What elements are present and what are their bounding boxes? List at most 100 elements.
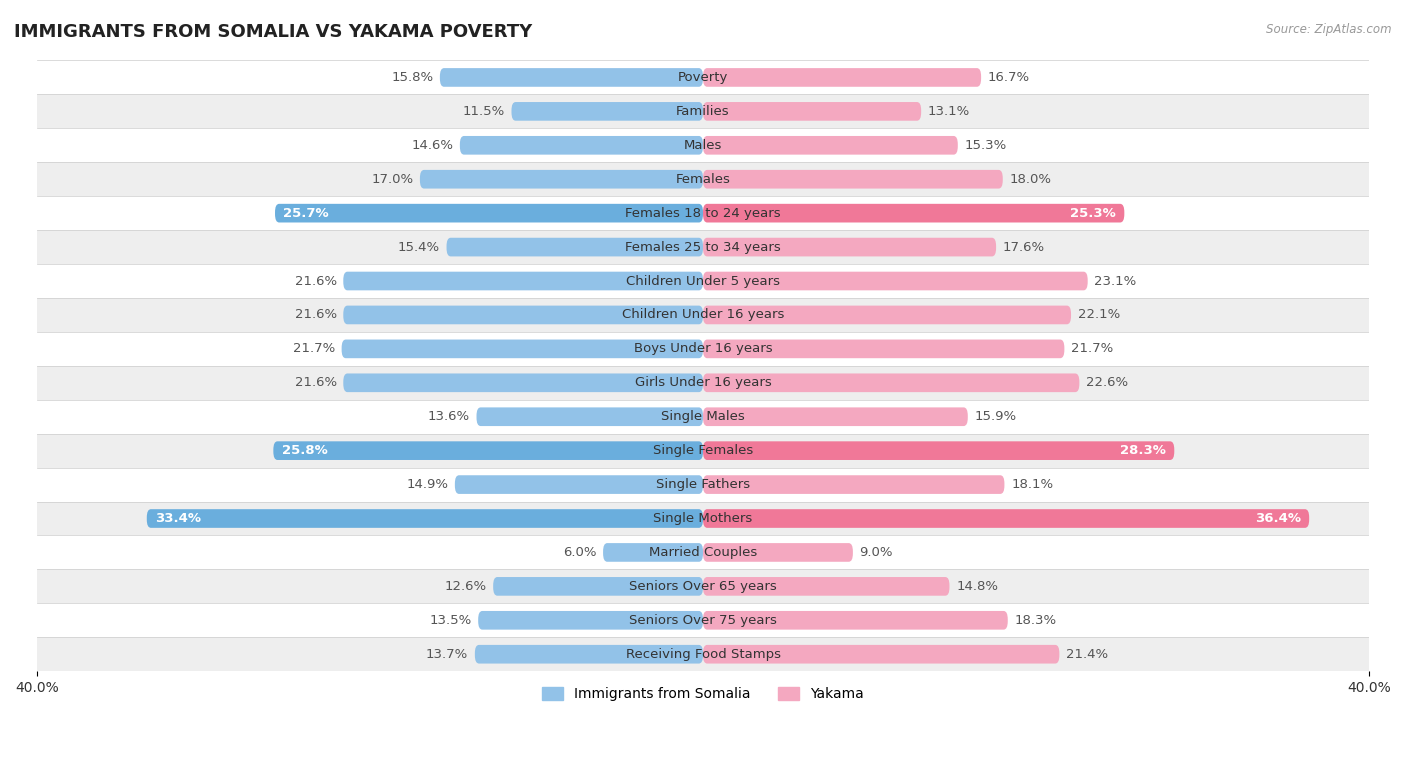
Text: Boys Under 16 years: Boys Under 16 years bbox=[634, 343, 772, 356]
Text: Children Under 16 years: Children Under 16 years bbox=[621, 309, 785, 321]
FancyBboxPatch shape bbox=[703, 441, 1174, 460]
Text: 14.8%: 14.8% bbox=[956, 580, 998, 593]
Text: Seniors Over 65 years: Seniors Over 65 years bbox=[628, 580, 778, 593]
Text: 23.1%: 23.1% bbox=[1094, 274, 1136, 287]
Bar bbox=[37, 264, 1369, 298]
Text: 16.7%: 16.7% bbox=[988, 71, 1029, 84]
Text: 33.4%: 33.4% bbox=[155, 512, 201, 525]
Bar bbox=[37, 502, 1369, 535]
Bar bbox=[37, 162, 1369, 196]
FancyBboxPatch shape bbox=[477, 407, 703, 426]
Text: 15.4%: 15.4% bbox=[398, 240, 440, 254]
Bar bbox=[37, 332, 1369, 366]
Text: 18.0%: 18.0% bbox=[1010, 173, 1052, 186]
FancyBboxPatch shape bbox=[703, 509, 1309, 528]
Bar bbox=[37, 128, 1369, 162]
FancyBboxPatch shape bbox=[703, 645, 1059, 663]
Bar bbox=[37, 366, 1369, 399]
Bar bbox=[37, 230, 1369, 264]
Text: 21.4%: 21.4% bbox=[1066, 648, 1108, 661]
FancyBboxPatch shape bbox=[460, 136, 703, 155]
FancyBboxPatch shape bbox=[703, 68, 981, 86]
Text: 21.7%: 21.7% bbox=[292, 343, 335, 356]
FancyBboxPatch shape bbox=[703, 340, 1064, 359]
Text: 21.6%: 21.6% bbox=[294, 376, 336, 390]
Text: Single Males: Single Males bbox=[661, 410, 745, 423]
Text: Seniors Over 75 years: Seniors Over 75 years bbox=[628, 614, 778, 627]
FancyBboxPatch shape bbox=[703, 374, 1080, 392]
Text: 21.6%: 21.6% bbox=[294, 274, 336, 287]
Bar bbox=[37, 637, 1369, 671]
FancyBboxPatch shape bbox=[603, 543, 703, 562]
FancyBboxPatch shape bbox=[420, 170, 703, 189]
Text: 14.9%: 14.9% bbox=[406, 478, 449, 491]
Text: 13.1%: 13.1% bbox=[928, 105, 970, 118]
FancyBboxPatch shape bbox=[703, 475, 1004, 494]
Text: Females: Females bbox=[675, 173, 731, 186]
Text: Source: ZipAtlas.com: Source: ZipAtlas.com bbox=[1267, 23, 1392, 36]
Bar bbox=[37, 61, 1369, 95]
Bar bbox=[37, 399, 1369, 434]
Text: 36.4%: 36.4% bbox=[1254, 512, 1301, 525]
Text: Females 25 to 34 years: Females 25 to 34 years bbox=[626, 240, 780, 254]
FancyBboxPatch shape bbox=[494, 577, 703, 596]
Text: Receiving Food Stamps: Receiving Food Stamps bbox=[626, 648, 780, 661]
FancyBboxPatch shape bbox=[475, 645, 703, 663]
Text: 11.5%: 11.5% bbox=[463, 105, 505, 118]
FancyBboxPatch shape bbox=[343, 271, 703, 290]
FancyBboxPatch shape bbox=[703, 305, 1071, 324]
Text: 25.3%: 25.3% bbox=[1070, 207, 1116, 220]
Bar bbox=[37, 298, 1369, 332]
Text: 25.7%: 25.7% bbox=[284, 207, 329, 220]
FancyBboxPatch shape bbox=[703, 204, 1125, 223]
Text: 28.3%: 28.3% bbox=[1121, 444, 1166, 457]
FancyBboxPatch shape bbox=[703, 238, 995, 256]
FancyBboxPatch shape bbox=[703, 271, 1088, 290]
Bar bbox=[37, 95, 1369, 128]
FancyBboxPatch shape bbox=[456, 475, 703, 494]
Text: 21.7%: 21.7% bbox=[1071, 343, 1114, 356]
FancyBboxPatch shape bbox=[703, 407, 967, 426]
Text: 17.0%: 17.0% bbox=[371, 173, 413, 186]
Text: 13.5%: 13.5% bbox=[429, 614, 471, 627]
Text: Married Couples: Married Couples bbox=[650, 546, 756, 559]
FancyBboxPatch shape bbox=[343, 374, 703, 392]
FancyBboxPatch shape bbox=[703, 136, 957, 155]
Text: Single Females: Single Females bbox=[652, 444, 754, 457]
Bar bbox=[37, 603, 1369, 637]
Text: 15.3%: 15.3% bbox=[965, 139, 1007, 152]
Bar bbox=[37, 196, 1369, 230]
FancyBboxPatch shape bbox=[273, 441, 703, 460]
Bar bbox=[37, 535, 1369, 569]
Legend: Immigrants from Somalia, Yakama: Immigrants from Somalia, Yakama bbox=[537, 682, 869, 707]
Text: 18.1%: 18.1% bbox=[1011, 478, 1053, 491]
Bar bbox=[37, 468, 1369, 502]
Text: Single Mothers: Single Mothers bbox=[654, 512, 752, 525]
Text: 18.3%: 18.3% bbox=[1014, 614, 1056, 627]
Text: 9.0%: 9.0% bbox=[859, 546, 893, 559]
Text: 14.6%: 14.6% bbox=[411, 139, 453, 152]
Text: 13.6%: 13.6% bbox=[427, 410, 470, 423]
FancyBboxPatch shape bbox=[703, 577, 949, 596]
Text: 25.8%: 25.8% bbox=[281, 444, 328, 457]
FancyBboxPatch shape bbox=[276, 204, 703, 223]
Text: Females 18 to 24 years: Females 18 to 24 years bbox=[626, 207, 780, 220]
Text: Families: Families bbox=[676, 105, 730, 118]
Text: 17.6%: 17.6% bbox=[1002, 240, 1045, 254]
FancyBboxPatch shape bbox=[512, 102, 703, 121]
Text: Children Under 5 years: Children Under 5 years bbox=[626, 274, 780, 287]
FancyBboxPatch shape bbox=[703, 102, 921, 121]
FancyBboxPatch shape bbox=[342, 340, 703, 359]
Text: IMMIGRANTS FROM SOMALIA VS YAKAMA POVERTY: IMMIGRANTS FROM SOMALIA VS YAKAMA POVERT… bbox=[14, 23, 533, 41]
Text: Single Fathers: Single Fathers bbox=[657, 478, 749, 491]
Bar bbox=[37, 434, 1369, 468]
Text: 22.1%: 22.1% bbox=[1077, 309, 1121, 321]
FancyBboxPatch shape bbox=[447, 238, 703, 256]
Text: 21.6%: 21.6% bbox=[294, 309, 336, 321]
Text: 15.9%: 15.9% bbox=[974, 410, 1017, 423]
Text: 22.6%: 22.6% bbox=[1085, 376, 1128, 390]
FancyBboxPatch shape bbox=[703, 611, 1008, 630]
FancyBboxPatch shape bbox=[440, 68, 703, 86]
Text: Males: Males bbox=[683, 139, 723, 152]
Text: Poverty: Poverty bbox=[678, 71, 728, 84]
